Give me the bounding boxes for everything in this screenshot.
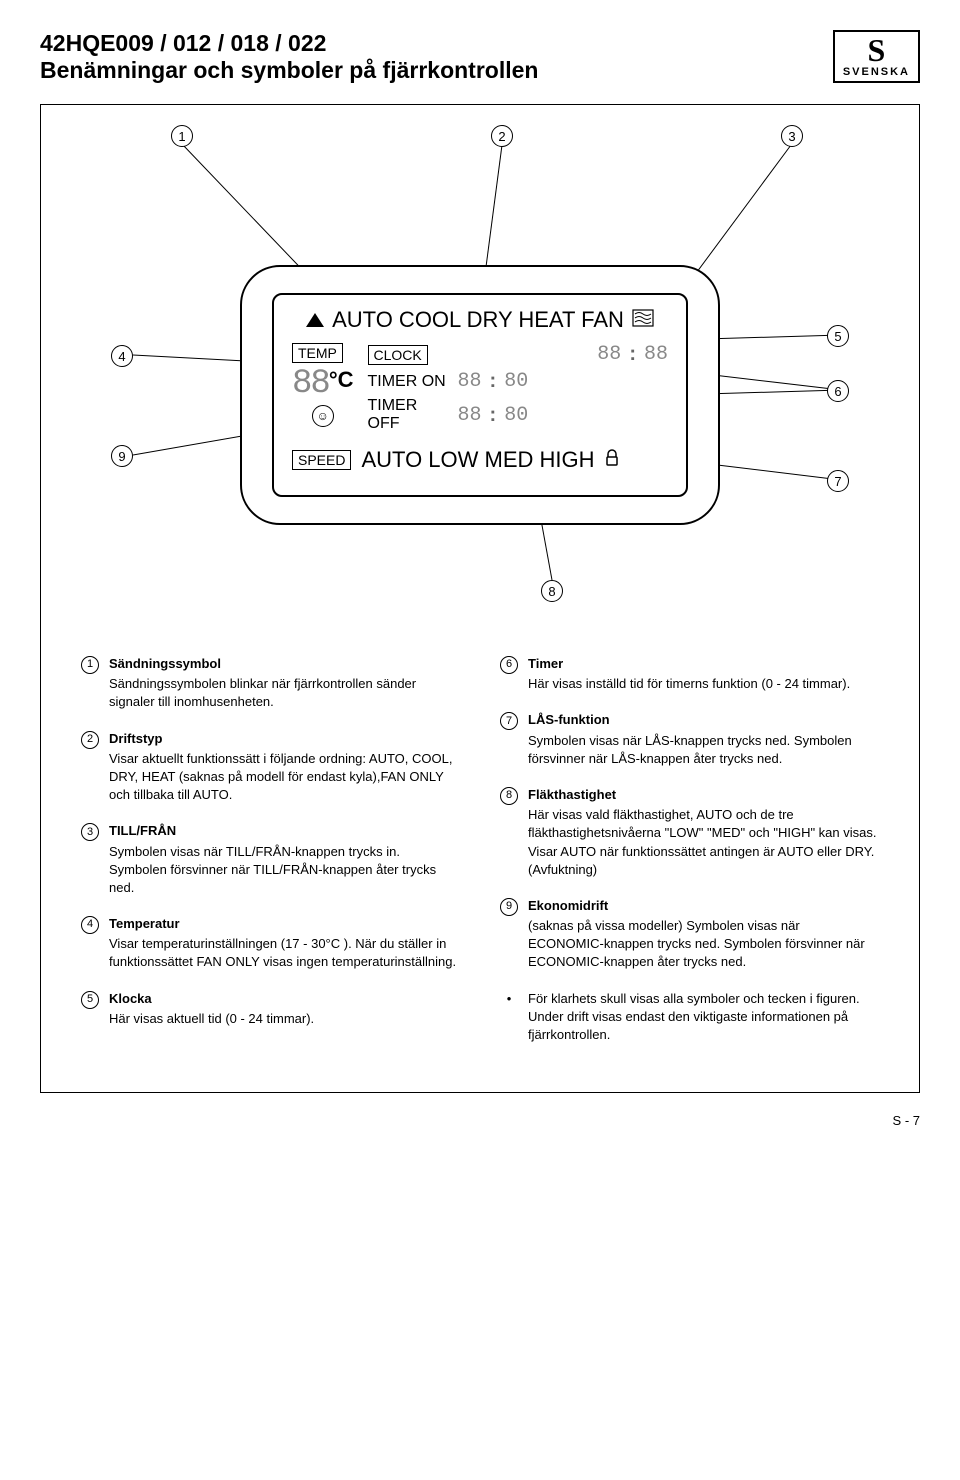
speed-box-label: SPEED: [292, 450, 351, 470]
item-label: Ekonomidrift: [528, 897, 879, 915]
num-circle: 5: [81, 991, 99, 1009]
fan-wave-icon: [632, 309, 654, 332]
callout-8: 8: [541, 580, 563, 602]
timer-on-mm: 80: [504, 370, 528, 393]
temp-box-label: TEMP: [292, 343, 343, 363]
colon-icon: :: [490, 404, 497, 427]
item-label: Sändningssymbol: [109, 655, 460, 673]
lock-icon: [605, 449, 619, 472]
callout-4: 4: [111, 345, 133, 367]
timer-off-label: TIMER OFF: [368, 397, 450, 433]
callout-3: 3: [781, 125, 803, 147]
timer-on-label: TIMER ON: [368, 373, 450, 391]
description-columns: 1 Sändningssymbol Sändningssymbolen blinka…: [81, 655, 879, 1062]
remote-body: AUTO COOL DRY HEAT FAN TEMP 88 °C: [240, 265, 720, 525]
num-circle: 3: [81, 823, 99, 841]
callout-9: 9: [111, 445, 133, 467]
num-circle: 7: [500, 712, 518, 730]
item-text: Visar aktuellt funktionssätt i följande …: [109, 750, 460, 805]
item-text: Här visas aktuell tid (0 - 24 timmar).: [109, 1010, 460, 1028]
speed-text: AUTO LOW MED HIGH: [361, 447, 594, 473]
remote-diagram: 1 2 3 4 9 5 6 7 8: [81, 205, 879, 625]
desc-item-9: 9 Ekonomidrift (saknas på vissa modeller) …: [500, 897, 879, 972]
deg-c: °C: [329, 367, 354, 393]
title-line-2: Benämningar och symboler på fjärrkontrol…: [40, 57, 538, 84]
callout-7: 7: [827, 470, 849, 492]
clock-mm: 88: [644, 343, 668, 366]
smiley-icon: ☺: [312, 405, 334, 427]
item-label: Driftstyp: [109, 730, 460, 748]
mid-row: TEMP 88 °C ☺ CLOCK 88: [292, 343, 668, 437]
desc-item-2: 2 Driftstyp Visar aktuellt funktionssätt i…: [81, 730, 460, 805]
clock-box-label: CLOCK: [368, 345, 428, 365]
temp-digits: 88: [292, 367, 329, 401]
desc-item-1: 1 Sändningssymbol Sändningssymbolen blinka…: [81, 655, 460, 712]
left-column: 1 Sändningssymbol Sändningssymbolen blinka…: [81, 655, 460, 1062]
mode-text: AUTO COOL DRY HEAT FAN: [332, 307, 624, 333]
speed-row: SPEED AUTO LOW MED HIGH: [292, 447, 668, 473]
title-block: 42HQE009 / 012 / 018 / 022 Benämningar o…: [40, 30, 538, 84]
item-label: Timer: [528, 655, 879, 673]
callout-5: 5: [827, 325, 849, 347]
item-text: Visar temperaturinställningen (17 - 30°C…: [109, 935, 460, 971]
callout-6: 6: [827, 380, 849, 402]
clock-hh: 88: [597, 343, 621, 366]
num-circle: 2: [81, 731, 99, 749]
num-circle: 4: [81, 916, 99, 934]
title-line-1: 42HQE009 / 012 / 018 / 022: [40, 30, 538, 57]
item-label: Temperatur: [109, 915, 460, 933]
temp-block: TEMP 88 °C ☺: [292, 343, 354, 427]
footnote: För klarhets skull visas alla symboler o…: [500, 990, 879, 1045]
timer-on-hh: 88: [458, 370, 482, 393]
mode-row: AUTO COOL DRY HEAT FAN: [292, 307, 668, 333]
item-label: LÅS-funktion: [528, 711, 879, 729]
callout-2: 2: [491, 125, 513, 147]
num-circle: 8: [500, 787, 518, 805]
desc-item-6: 6 Timer Här visas inställd tid för timerns…: [500, 655, 879, 693]
item-text: Symbolen visas när LÅS-knappen trycks ne…: [528, 732, 879, 768]
language-letter: S: [843, 34, 910, 66]
footnote-text: För klarhets skull visas alla symboler o…: [528, 990, 879, 1045]
desc-item-3: 3 TILL/FRÅN Symbolen visas när TILL/FRÅN-k…: [81, 822, 460, 897]
desc-item-7: 7 LÅS-funktion Symbolen visas när LÅS-knap…: [500, 711, 879, 768]
item-text: Symbolen visas när TILL/FRÅN-knappen try…: [109, 843, 460, 898]
item-text: (saknas på vissa modeller) Symbolen visa…: [528, 917, 879, 972]
lcd-screen: AUTO COOL DRY HEAT FAN TEMP 88 °C: [272, 293, 688, 497]
transmit-icon: [306, 313, 324, 327]
item-text: Här visas vald fläkthastighet, AUTO och …: [528, 806, 879, 879]
desc-item-8: 8 Fläkthastighet Här visas vald fläkthasti…: [500, 786, 879, 879]
language-badge: S SVENSKA: [833, 30, 920, 83]
num-circle: 9: [500, 898, 518, 916]
item-text: Här visas inställd tid för timerns funkt…: [528, 675, 879, 693]
item-label: Fläkthastighet: [528, 786, 879, 804]
timer-off-mm: 80: [504, 404, 528, 427]
item-label: Klocka: [109, 990, 460, 1008]
language-full: SVENSKA: [843, 66, 910, 78]
right-column: 6 Timer Här visas inställd tid för timerns…: [500, 655, 879, 1062]
item-text: Sändningssymbolen blinkar när fjärrkontr…: [109, 675, 460, 711]
page-footer: S - 7: [40, 1113, 920, 1128]
timer-off-hh: 88: [458, 404, 482, 427]
num-circle: 1: [81, 656, 99, 674]
callout-1: 1: [171, 125, 193, 147]
num-circle: 6: [500, 656, 518, 674]
colon-icon: :: [490, 370, 497, 393]
desc-item-5: 5 Klocka Här visas aktuell tid (0 - 24 tim…: [81, 990, 460, 1028]
colon-icon: :: [629, 343, 636, 366]
desc-item-4: 4 Temperatur Visar temperaturinställningen…: [81, 915, 460, 972]
page-header: 42HQE009 / 012 / 018 / 022 Benämningar o…: [40, 30, 920, 84]
timer-block: CLOCK 88 : 88 TIMER ON 88 : 80: [368, 343, 669, 437]
item-label: TILL/FRÅN: [109, 822, 460, 840]
outer-frame: 1 2 3 4 9 5 6 7 8: [40, 104, 920, 1093]
